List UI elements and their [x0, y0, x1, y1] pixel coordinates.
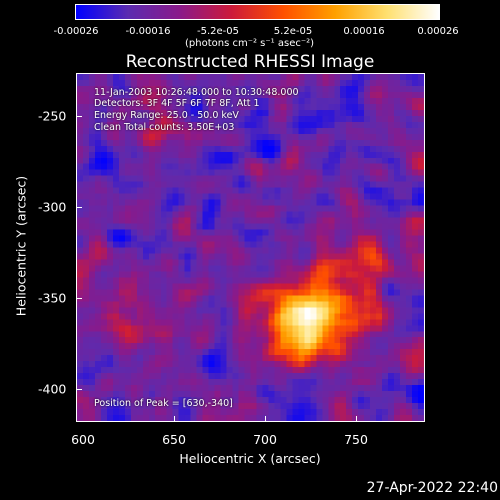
y-tick-label: -350: [38, 290, 67, 306]
y-tick-label: -300: [38, 199, 67, 215]
info-detectors: Detectors: 3F 4F 5F 6F 7F 8F, Att 1: [94, 98, 260, 109]
y-tick-mark: [76, 116, 82, 117]
info-peak-position: Position of Peak = [630,-340]: [94, 398, 233, 409]
x-tick-label: 700: [253, 432, 277, 447]
y-tick-label: -400: [38, 381, 67, 397]
colorbar-tick: 5.2e-05: [273, 26, 313, 37]
image-plot: [76, 73, 425, 422]
colorbar-tick: 0.00026: [417, 26, 459, 37]
y-tick-label: -250: [38, 108, 67, 124]
info-time-range: 11-Jan-2003 10:26:48.000 to 10:30:48.000: [94, 87, 299, 98]
x-tick-mark: [174, 416, 175, 422]
x-tick-mark: [265, 416, 266, 422]
rhessi-image-heatmap: [77, 74, 424, 421]
plot-title: Reconstructed RHESSI Image: [125, 52, 375, 72]
y-tick-mark: [76, 207, 82, 208]
datestamp: 27-Apr-2022 22:40: [366, 480, 498, 496]
colorbar-tick: 0.00016: [343, 26, 385, 37]
colorbar-tick: -5.2e-05: [197, 26, 239, 37]
info-method-counts: Clean Total counts: 3.50E+03: [94, 122, 235, 133]
x-tick-mark: [356, 416, 357, 422]
colorbar: [75, 4, 440, 20]
y-axis-label: Heliocentric Y (arcsec): [13, 175, 29, 317]
x-axis-label: Heliocentric X (arcsec): [179, 451, 321, 466]
y-tick-mark: [76, 298, 82, 299]
colorbar-tick: -0.00016: [125, 26, 171, 37]
x-tick-label: 600: [71, 432, 95, 447]
info-energy-range: Energy Range: 25.0 - 50.0 keV: [94, 110, 239, 121]
x-tick-label: 750: [344, 432, 368, 447]
colorbar-unit-label: (photons cm⁻² s⁻¹ asec⁻²): [185, 38, 315, 49]
x-tick-label: 650: [162, 432, 186, 447]
colorbar-tick: -0.00026: [53, 26, 99, 37]
y-tick-mark: [76, 389, 82, 390]
